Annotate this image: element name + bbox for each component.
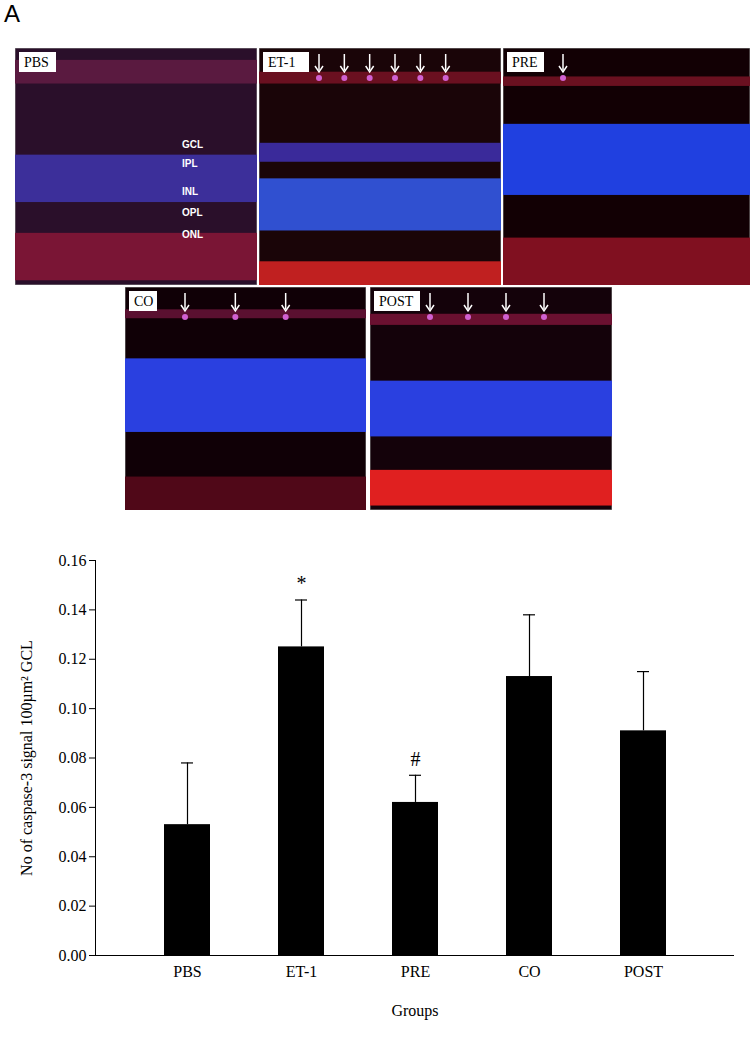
svg-text:PRE: PRE [512, 55, 538, 70]
html-text:A: A [4, 0, 20, 27]
svg-text:PBS: PBS [173, 963, 201, 980]
svg-text:ONL: ONL [182, 229, 203, 240]
svg-text:0.04: 0.04 [59, 848, 87, 865]
svg-text:CO: CO [518, 963, 540, 980]
svg-text:Groups: Groups [391, 1002, 438, 1020]
svg-text:No of caspase-3 signal 100µm²: No of caspase-3 signal 100µm² GCL [18, 640, 36, 876]
svg-text:CO: CO [134, 294, 153, 309]
svg-text:ET-1: ET-1 [286, 963, 317, 980]
svg-text:0.08: 0.08 [59, 749, 87, 766]
svg-text:0.10: 0.10 [59, 700, 87, 717]
svg-text:POST: POST [379, 294, 414, 309]
svg-text:0.16: 0.16 [59, 552, 87, 569]
svg-text:0.14: 0.14 [59, 601, 87, 618]
svg-text:IPL: IPL [182, 158, 198, 169]
svg-text:0.00: 0.00 [59, 947, 87, 964]
svg-text:0.06: 0.06 [59, 798, 87, 815]
svg-text:*: * [297, 572, 307, 594]
svg-text:OPL: OPL [182, 207, 203, 218]
svg-text:PRE: PRE [401, 963, 430, 980]
svg-text:POST: POST [624, 963, 663, 980]
svg-text:ET-1: ET-1 [268, 55, 295, 70]
svg-text:GCL: GCL [182, 139, 203, 150]
svg-text:INL: INL [182, 186, 198, 197]
svg-text:0.12: 0.12 [59, 650, 87, 667]
svg-text:#: # [411, 748, 421, 770]
svg-text:PBS: PBS [24, 55, 49, 70]
svg-text:0.02: 0.02 [59, 897, 87, 914]
